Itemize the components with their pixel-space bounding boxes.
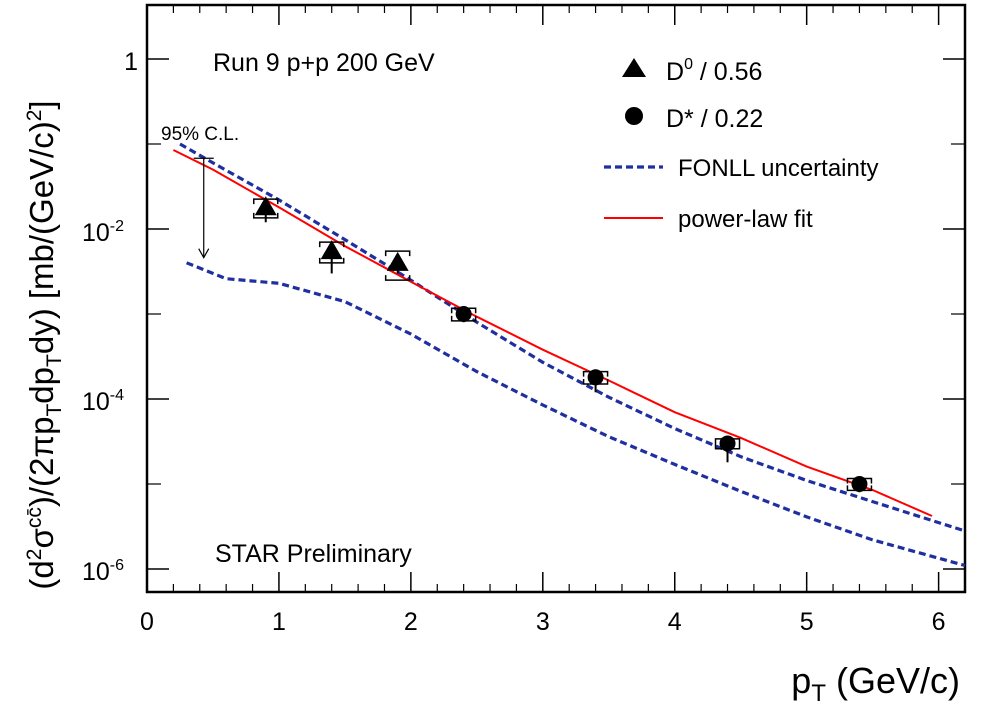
curves-layer (172, 142, 966, 568)
plot-frame (145, 3, 967, 594)
dstar-data-point (587, 369, 604, 386)
run-label: Run 9 p+p 200 GeV (213, 49, 435, 77)
cl-label: 95% C.L. (161, 124, 239, 145)
data-points-layer (252, 196, 873, 493)
d0-data-point (254, 196, 277, 216)
x-tick-label: 0 (140, 608, 154, 636)
d0-data-point (320, 240, 343, 260)
y-tick-labels: 1 10-2 10-4 10-6 (82, 48, 138, 586)
y-tick-label-1e-4: 10-4 (82, 387, 124, 416)
axis-ticks (146, 5, 965, 592)
upper-limit-arrow (193, 157, 214, 259)
x-tick-label: 4 (668, 608, 682, 636)
x-tick-label: 3 (536, 608, 550, 636)
x-tick-label: 5 (800, 608, 814, 636)
y-tick-label-1e-2: 10-2 (82, 218, 124, 247)
x-tick-label: 6 (932, 608, 946, 636)
legend-fit-label: power-law fit (678, 206, 813, 233)
legend-d0-label: D0 / 0.56 (666, 56, 762, 86)
legend: D0 / 0.56 D* / 0.22 FONLL uncertainty po… (604, 56, 879, 233)
y-tick-label-1: 1 (124, 48, 138, 76)
dstar-data-point (455, 306, 472, 322)
fonll-upper-curve (179, 142, 966, 533)
x-axis-title: pT (GeV/c) (791, 660, 960, 707)
y-axis-title: (d2σcc̄)/(2πpTdpTdy) [mb/(GeV/c)2] (23, 100, 66, 589)
d0-data-point (386, 251, 409, 271)
x-tick-label: 1 (272, 608, 286, 636)
x-tick-labels: 0 1 2 3 4 5 6 (140, 608, 946, 636)
systematic-error-bracket (384, 250, 411, 281)
legend-dstar-label: D* / 0.22 (666, 105, 763, 133)
dstar-data-point (851, 476, 868, 492)
fonll-lower-curve (186, 261, 966, 568)
legend-fonll-label: FONLL uncertainty (678, 155, 879, 182)
power-law-fit-curve (172, 149, 933, 517)
x-tick-label: 2 (404, 608, 418, 636)
legend-circle-marker (625, 107, 643, 125)
y-tick-label-1e-6: 10-6 (82, 557, 124, 586)
star-preliminary-label: STAR Preliminary (215, 540, 412, 568)
dstar-data-point (719, 435, 736, 452)
y-axis-title-group: (d2σcc̄)/(2πpTdpTdy) [mb/(GeV/c)2] (23, 100, 66, 589)
upper-limit-arrowhead (198, 248, 210, 259)
legend-triangle-marker (622, 58, 646, 77)
